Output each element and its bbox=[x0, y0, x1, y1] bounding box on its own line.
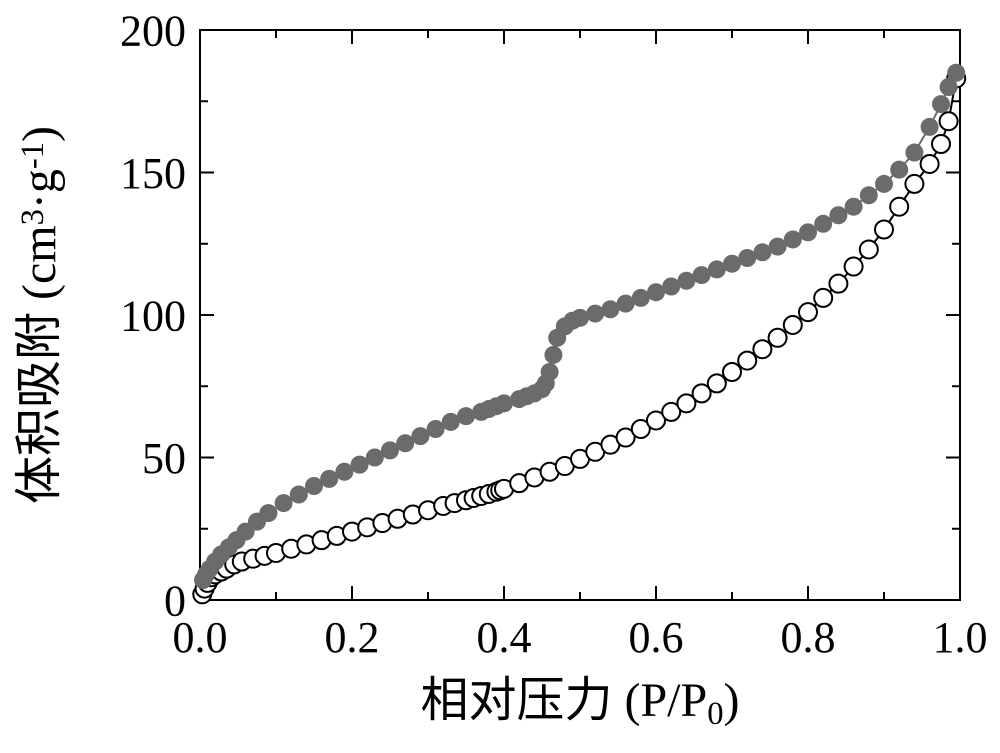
marker-adsorption bbox=[845, 258, 863, 276]
svg-text:150: 150 bbox=[120, 149, 186, 198]
marker-desorption bbox=[544, 346, 562, 364]
marker-adsorption bbox=[738, 352, 756, 370]
marker-desorption bbox=[510, 390, 528, 408]
marker-desorption bbox=[814, 215, 832, 233]
marker-desorption bbox=[860, 186, 878, 204]
marker-desorption bbox=[586, 305, 604, 323]
svg-text:0.8: 0.8 bbox=[781, 613, 836, 662]
marker-adsorption bbox=[753, 340, 771, 358]
svg-text:0.2: 0.2 bbox=[325, 613, 380, 662]
marker-adsorption bbox=[829, 275, 847, 293]
marker-adsorption bbox=[860, 240, 878, 258]
marker-adsorption bbox=[905, 175, 923, 193]
marker-desorption bbox=[932, 95, 950, 113]
svg-text:1.0: 1.0 bbox=[933, 613, 988, 662]
svg-text:200: 200 bbox=[120, 6, 186, 55]
marker-desorption bbox=[921, 118, 939, 136]
marker-desorption bbox=[275, 494, 293, 512]
svg-text:100: 100 bbox=[120, 291, 186, 340]
marker-desorption bbox=[940, 78, 958, 96]
marker-desorption bbox=[845, 198, 863, 216]
marker-adsorption bbox=[890, 198, 908, 216]
marker-desorption bbox=[905, 144, 923, 162]
marker-desorption bbox=[829, 206, 847, 224]
chart-svg: 0.00.20.40.60.81.0050100150200相对压力 (P/P0… bbox=[0, 0, 1000, 753]
marker-desorption bbox=[601, 300, 619, 318]
marker-desorption bbox=[890, 161, 908, 179]
series-line-adsorption bbox=[202, 78, 956, 594]
marker-adsorption bbox=[723, 363, 741, 381]
marker-desorption bbox=[875, 175, 893, 193]
marker-adsorption bbox=[708, 374, 726, 392]
marker-adsorption bbox=[921, 155, 939, 173]
marker-adsorption bbox=[940, 112, 958, 130]
marker-adsorption bbox=[932, 135, 950, 153]
svg-text:50: 50 bbox=[142, 434, 186, 483]
marker-adsorption bbox=[784, 316, 802, 334]
x-axis-label: 相对压力 (P/P0) bbox=[420, 674, 739, 732]
marker-adsorption bbox=[799, 303, 817, 321]
y-axis-label: 体积吸附 (cm3·g-1) bbox=[13, 126, 66, 504]
marker-adsorption bbox=[769, 329, 787, 347]
marker-desorption bbox=[548, 329, 566, 347]
marker-adsorption bbox=[814, 289, 832, 307]
marker-adsorption bbox=[875, 221, 893, 239]
svg-text:0: 0 bbox=[164, 576, 186, 625]
svg-text:0.6: 0.6 bbox=[629, 613, 684, 662]
marker-desorption bbox=[472, 403, 490, 421]
marker-desorption bbox=[194, 571, 212, 589]
isotherm-chart: 0.00.20.40.60.81.0050100150200相对压力 (P/P0… bbox=[0, 0, 1000, 753]
marker-desorption bbox=[305, 477, 323, 495]
svg-text:0.4: 0.4 bbox=[477, 613, 532, 662]
marker-desorption bbox=[290, 486, 308, 504]
